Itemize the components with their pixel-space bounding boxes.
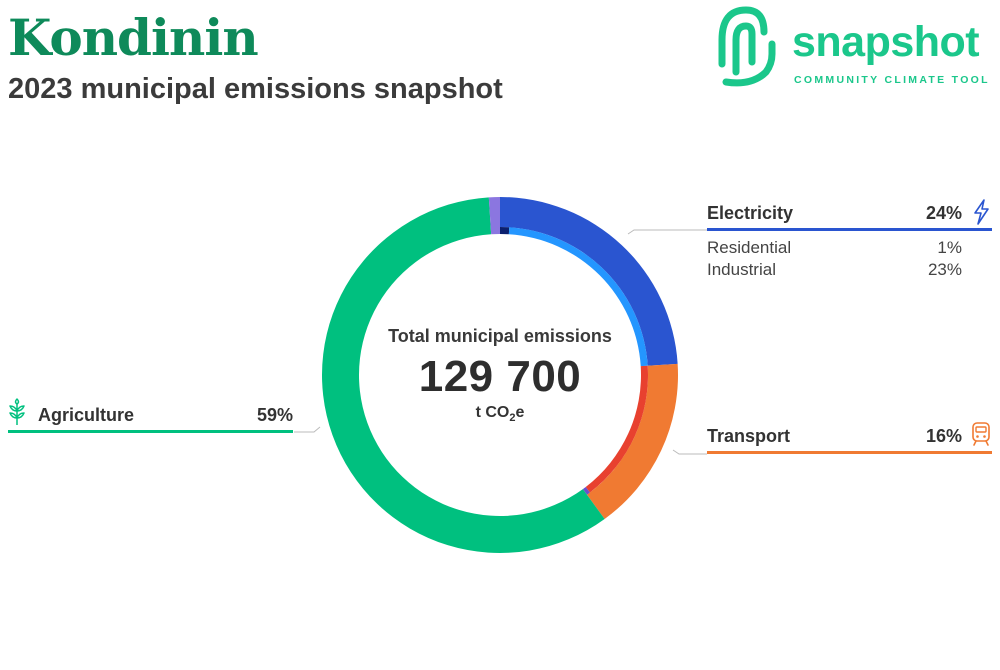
leader-line-agriculture: [294, 426, 321, 433]
donut-slice-transport: [586, 363, 679, 520]
unit-subscript: 2: [509, 412, 516, 425]
legend-electricity[interactable]: Electricity 24% Residential 1% Industria…: [707, 202, 992, 280]
total-caption: Total municipal emissions: [388, 326, 612, 346]
wheat-icon: [9, 398, 25, 425]
legend-agriculture[interactable]: Agriculture 59%: [8, 404, 293, 433]
donut-subslice-transport-0: [585, 365, 648, 493]
total-unit: t CO2e: [380, 404, 620, 424]
legend-subitem: Industrial 23%: [707, 258, 992, 280]
leader-line-transport: [672, 449, 707, 455]
logo-wordmark: snapshot: [792, 18, 980, 66]
legend-row-agriculture: Agriculture 59%: [8, 404, 293, 430]
subitem-percent: 23%: [927, 260, 962, 279]
train-icon: [972, 422, 990, 446]
legend-percent: 16%: [925, 426, 962, 446]
unit-prefix: t CO: [475, 404, 510, 421]
legend-row-transport: Transport 16%: [707, 425, 992, 451]
legend-percent: 59%: [256, 405, 293, 425]
logo-tagline: COMMUNITY CLIMATE TOOL: [794, 74, 990, 86]
legend-transport[interactable]: Transport 16%: [707, 425, 992, 454]
legend-label: Agriculture: [38, 405, 135, 425]
legend-rule: [707, 451, 992, 454]
subitem-label: Industrial: [707, 260, 776, 279]
total-value: 129 700: [418, 352, 582, 401]
subitem-percent: 1%: [937, 238, 962, 257]
legend-label: Electricity: [707, 203, 794, 223]
legend-rule: [8, 430, 293, 433]
lightning-icon: [974, 199, 989, 225]
unit-suffix: e: [515, 404, 525, 421]
snapshot-logo[interactable]: snapshot COMMUNITY CLIMATE TOOL: [712, 0, 1000, 92]
leader-line-electricity: [627, 229, 707, 235]
page-subtitle: 2023 municipal emissions snapshot: [8, 73, 503, 105]
fingerprint-logo-icon: [718, 6, 776, 87]
subitem-label: Residential: [707, 238, 792, 257]
page-title: Kondinin: [8, 8, 259, 67]
leader-lines: [294, 229, 707, 455]
donut-subslice-industrial: [508, 227, 648, 367]
legend-percent: 24%: [925, 203, 962, 223]
donut-slice-electricity: [500, 197, 678, 366]
legend-label: Transport: [707, 426, 791, 446]
donut-slice-other-3: [488, 197, 500, 235]
legend-row-electricity: Electricity 24%: [707, 202, 992, 228]
donut-subslice-transport-1: [582, 486, 590, 495]
donut-subslice-residential: [500, 227, 510, 235]
donut-slice-agriculture: [321, 197, 605, 554]
legend-rule: [707, 228, 992, 231]
legend-subitem: Residential 1%: [707, 236, 992, 258]
